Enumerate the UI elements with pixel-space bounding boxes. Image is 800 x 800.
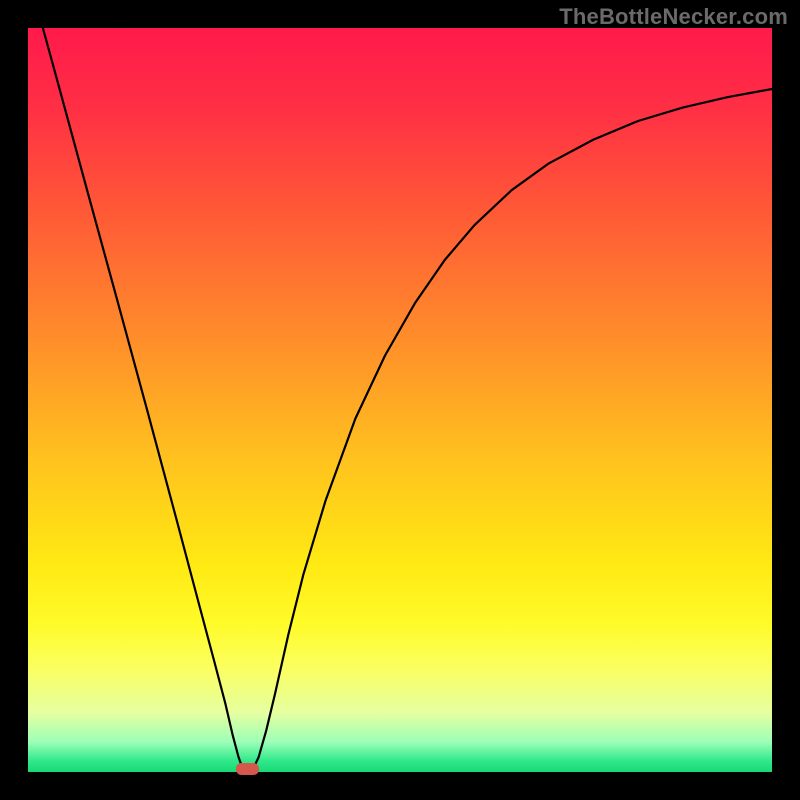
figure-container: TheBottleNecker.com [0, 0, 800, 800]
plot-area [28, 28, 772, 772]
watermark-text: TheBottleNecker.com [559, 4, 788, 30]
bottleneck-curve [28, 28, 772, 772]
optimum-marker [236, 763, 258, 774]
